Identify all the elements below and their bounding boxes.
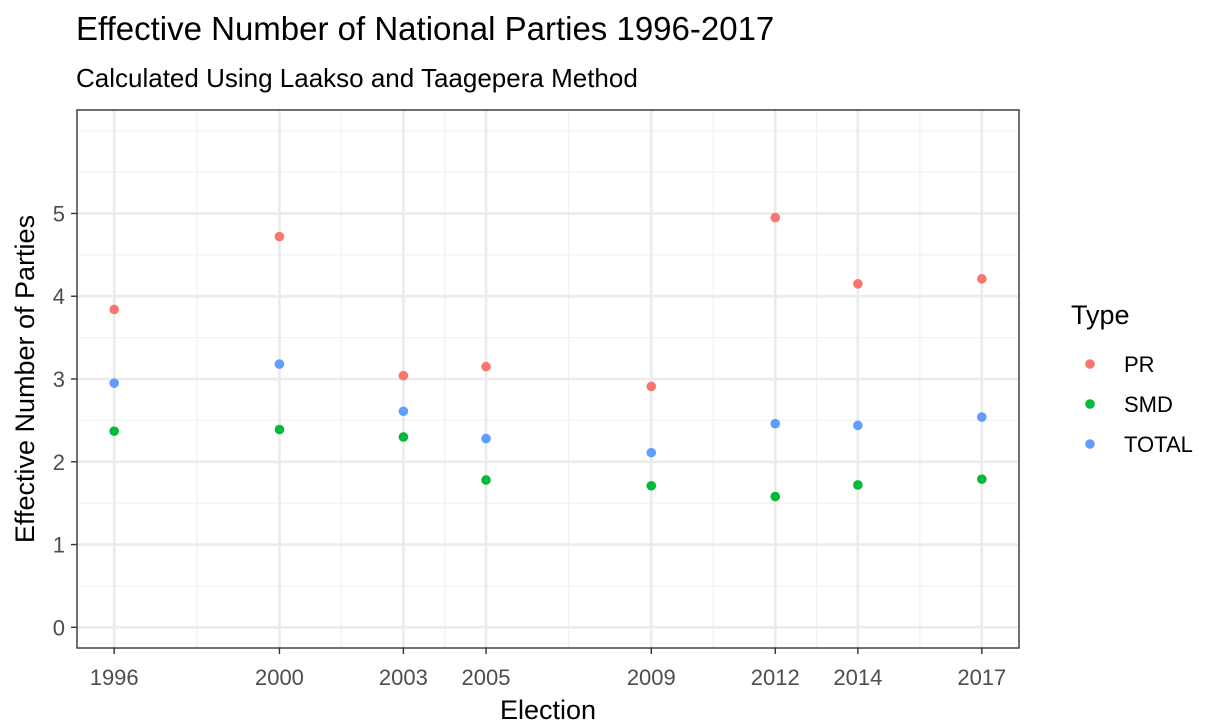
data-point-pr bbox=[481, 361, 491, 372]
x-tick-label: 2014 bbox=[833, 665, 882, 690]
axes: 1996 2000 2003 2005 2009 2012 2014 2017 0 1 2 3 4 5 bbox=[53, 201, 1007, 690]
data-point-total bbox=[770, 418, 781, 429]
x-tick-label: 2000 bbox=[255, 665, 304, 690]
data-point-total bbox=[853, 420, 863, 431]
y-tick-label: 1 bbox=[53, 533, 65, 558]
data-point-pr bbox=[646, 381, 657, 392]
x-tick-label: 2003 bbox=[379, 665, 428, 690]
data-point-total bbox=[481, 433, 491, 444]
legend-label-pr: PR bbox=[1124, 352, 1155, 377]
y-tick-label: 5 bbox=[53, 201, 65, 226]
data-point-smd bbox=[398, 432, 409, 442]
data-point-total bbox=[977, 412, 987, 422]
data-point-smd bbox=[853, 480, 863, 490]
data-point-smd bbox=[109, 426, 119, 436]
data-point-pr bbox=[853, 279, 863, 289]
y-axis-title: Effective Number of Parties bbox=[10, 215, 40, 543]
legend-key-smd bbox=[1085, 399, 1095, 409]
x-tick-label: 2005 bbox=[462, 665, 511, 690]
y-tick-label: 4 bbox=[53, 284, 65, 309]
x-tick-label: 2009 bbox=[627, 665, 676, 690]
data-point-total bbox=[398, 406, 409, 417]
legend-key-pr bbox=[1085, 359, 1095, 369]
data-point-pr bbox=[977, 274, 987, 284]
legend: Type PR SMD TOTAL bbox=[1071, 300, 1193, 457]
y-tick-label: 3 bbox=[53, 367, 65, 392]
data-point-total bbox=[646, 447, 657, 458]
x-axis-title: Election bbox=[500, 695, 596, 725]
data-point-pr bbox=[398, 370, 409, 381]
chart-title: Effective Number of National Parties 199… bbox=[76, 10, 774, 47]
data-point-smd bbox=[977, 474, 987, 484]
y-tick-label: 2 bbox=[53, 450, 65, 475]
chart-subtitle: Calculated Using Laakso and Taagepera Me… bbox=[76, 63, 638, 93]
data-point-smd bbox=[274, 424, 285, 435]
data-point-pr bbox=[109, 304, 119, 315]
data-points bbox=[109, 212, 987, 502]
legend-title: Type bbox=[1071, 300, 1130, 330]
data-point-pr bbox=[274, 231, 285, 242]
y-tick-label: 0 bbox=[53, 615, 65, 640]
legend-label-total: TOTAL bbox=[1124, 432, 1193, 457]
legend-key-total bbox=[1085, 439, 1095, 449]
data-point-total bbox=[109, 378, 119, 388]
data-point-total bbox=[274, 359, 285, 369]
data-point-smd bbox=[481, 475, 491, 485]
x-tick-label: 2012 bbox=[751, 665, 800, 690]
legend-label-smd: SMD bbox=[1124, 392, 1173, 417]
x-tick-label: 1996 bbox=[90, 665, 139, 690]
data-point-pr bbox=[770, 212, 781, 223]
data-point-smd bbox=[646, 480, 657, 491]
data-point-smd bbox=[770, 491, 781, 502]
x-tick-label: 2017 bbox=[957, 665, 1006, 690]
